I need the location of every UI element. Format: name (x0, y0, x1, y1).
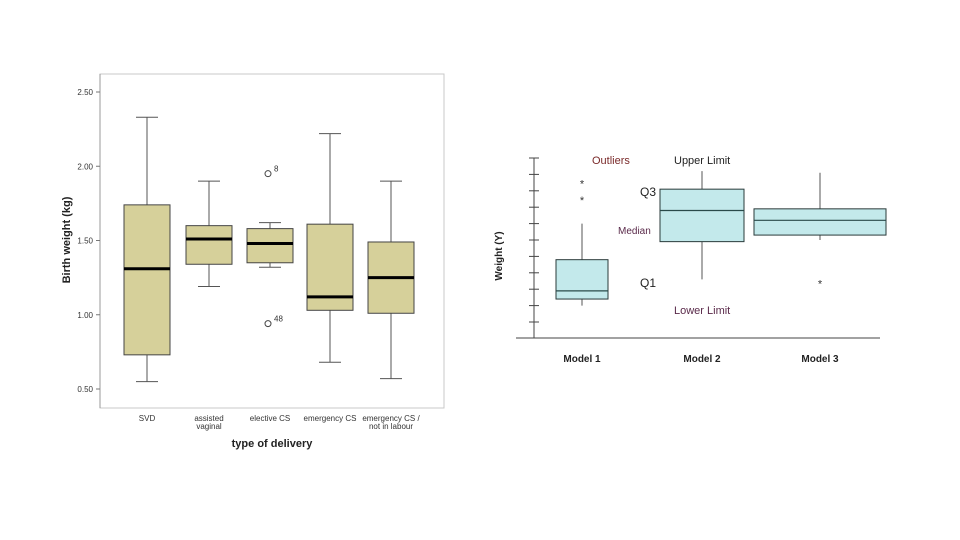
box-4 (367, 180, 415, 380)
outlier-point: * (818, 279, 823, 291)
y-axis-label: Weight (Y) (494, 231, 505, 280)
upper-limit-annotation: Upper Limit (674, 155, 730, 167)
x-tick-label: not in labour (369, 422, 413, 431)
y-tick-label: 0.50 (77, 385, 93, 394)
x-tick-label: emergency CS / (362, 414, 420, 423)
outlier-point: * (580, 179, 585, 191)
q1-annotation: Q1 (640, 276, 656, 290)
x-tick-label: emergency CS (304, 414, 357, 423)
outlier-point (264, 170, 272, 178)
lower-limit-annotation: Lower Limit (674, 305, 730, 317)
annotations: Outliers Upper Limit Q3 Median Q1 Lower … (592, 155, 730, 317)
iqr-box (123, 204, 171, 356)
y-tick-label: 1.00 (77, 311, 93, 320)
boxes: *** (555, 171, 887, 306)
y-tick-label: 2.00 (77, 162, 93, 171)
x-axis-tick-labels: Model 1 Model 2 Model 3 (563, 354, 839, 365)
boxes: 8 48 (123, 116, 415, 383)
x-axis-label: type of delivery (232, 438, 314, 450)
iqr-box (246, 228, 294, 264)
box-2: * (753, 172, 887, 291)
iqr-box (753, 208, 887, 236)
box-3 (306, 133, 354, 363)
outlier-point: * (580, 195, 585, 207)
box-2: 8 48 (246, 165, 294, 328)
outlier-label: 8 (274, 165, 279, 174)
x-tick-label: SVD (139, 414, 156, 423)
outlier-label: 48 (274, 315, 283, 324)
median-annotation: Median (618, 226, 651, 237)
q3-annotation: Q3 (640, 185, 656, 199)
y-tick-label: 1.50 (77, 237, 93, 246)
y-axis-ticks: 0.50 1.00 1.50 2.00 2.50 (77, 88, 100, 394)
x-tick-label: vaginal (196, 422, 222, 431)
model-weight-boxplot: *** Model 1 Model 2 Model 3 Weight (Y) Out… (494, 155, 887, 365)
x-tick-label: Model 1 (563, 354, 601, 365)
outlier-point (264, 320, 272, 328)
iqr-box (659, 188, 745, 243)
iqr-box (185, 225, 233, 265)
box-1 (659, 171, 745, 280)
x-tick-label: assisted (194, 414, 223, 423)
y-tick-label: 2.50 (77, 88, 93, 97)
birth-weight-boxplot: 0.50 1.00 1.50 2.00 2.50 8 48 SVD assistedvagi… (61, 73, 445, 450)
box-0 (123, 116, 171, 383)
iqr-box (555, 259, 609, 300)
y-axis-ticks (529, 157, 539, 323)
x-tick-label: elective CS (250, 414, 290, 423)
box-0: ** (555, 179, 609, 306)
box-1 (185, 180, 233, 288)
y-axis-label: Birth weight (kg) (61, 196, 73, 283)
outliers-annotation: Outliers (592, 155, 630, 167)
x-tick-label: Model 2 (683, 354, 721, 365)
x-tick-label: Model 3 (801, 354, 839, 365)
